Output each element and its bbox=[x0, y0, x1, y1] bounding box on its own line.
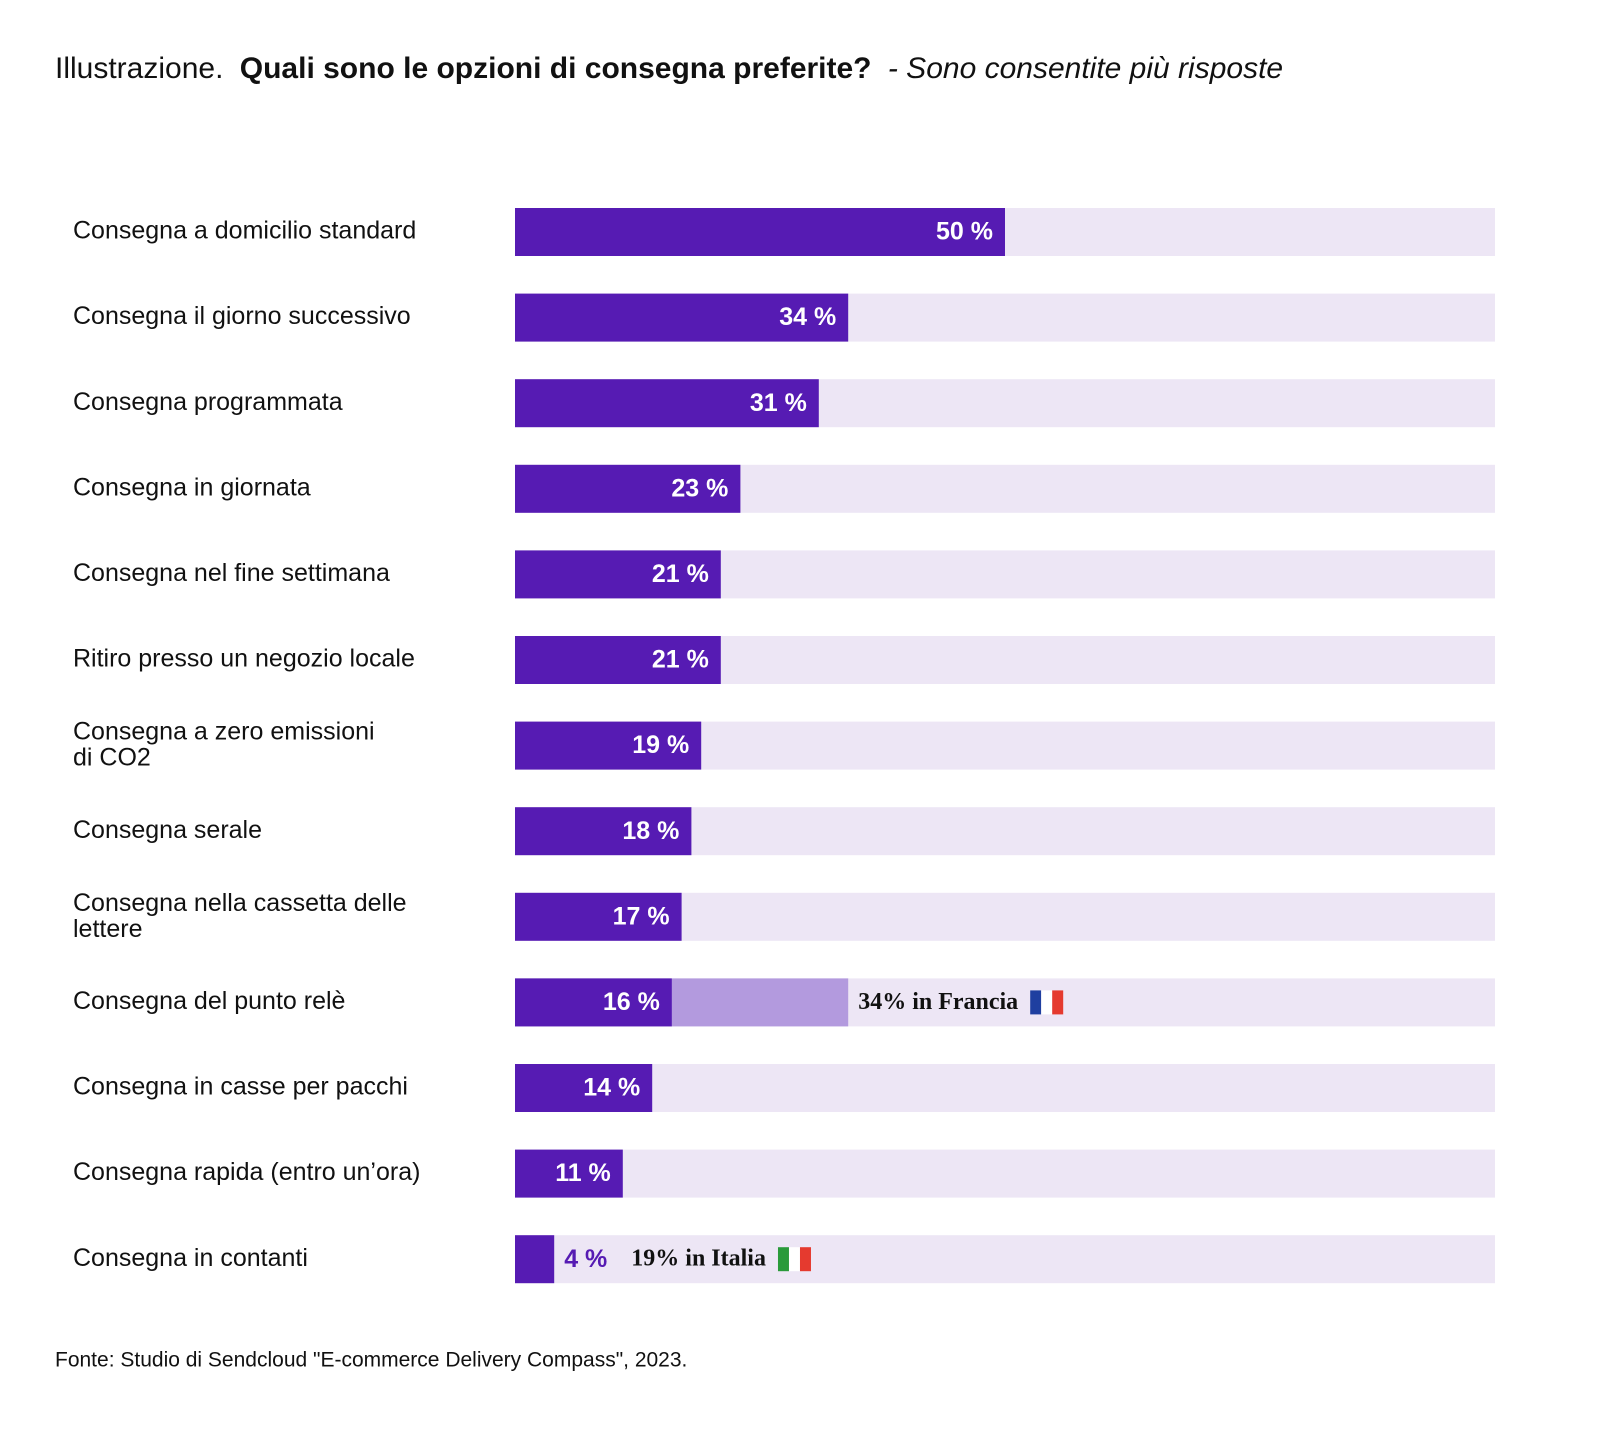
chart-title: Quali sono le opzioni di consegna prefer… bbox=[240, 52, 872, 85]
value-label: 21 % bbox=[652, 560, 709, 588]
comparison-label: 19% in Italia bbox=[631, 1246, 766, 1272]
category-label: Consegna serale bbox=[73, 816, 262, 844]
bar bbox=[515, 1064, 653, 1112]
bar bbox=[515, 293, 849, 342]
bar bbox=[515, 807, 692, 856]
value-label: 31 % bbox=[750, 389, 807, 417]
value-label: 4 % bbox=[564, 1245, 607, 1273]
category-label: Consegna in contanti bbox=[73, 1244, 308, 1272]
value-label: 17 % bbox=[613, 902, 670, 930]
category-label: Consegna nel fine settimana bbox=[73, 559, 390, 587]
bar bbox=[515, 721, 702, 770]
flag-stripe bbox=[788, 1247, 800, 1272]
category-label: Consegna in giornata bbox=[73, 473, 311, 501]
value-label: 19 % bbox=[632, 731, 689, 759]
flag-stripe bbox=[799, 1247, 811, 1272]
bar bbox=[515, 550, 721, 599]
flag-stripe bbox=[1030, 990, 1042, 1015]
value-label: 50 % bbox=[936, 218, 993, 246]
value-label: 23 % bbox=[671, 474, 728, 502]
track bbox=[515, 1064, 1495, 1112]
chart-heading: Illustrazione. Quali sono le opzioni di … bbox=[55, 52, 1283, 85]
bar bbox=[515, 978, 672, 1027]
category-label: Consegna programmata bbox=[73, 388, 343, 416]
chart-subtitle: - Sono consentite più risposte bbox=[888, 52, 1283, 85]
value-label: 34 % bbox=[779, 303, 836, 331]
flag-stripe bbox=[1052, 990, 1064, 1015]
flag-stripe bbox=[777, 1247, 789, 1272]
title-prefix: Illustrazione. bbox=[55, 52, 223, 85]
bar bbox=[515, 1149, 623, 1198]
category-label: Consegna del punto relè bbox=[73, 987, 345, 1015]
category-label: Consegna in casse per pacchi bbox=[73, 1073, 408, 1101]
category-label: Consegna a domicilio standard bbox=[73, 217, 416, 245]
value-label: 21 % bbox=[652, 646, 709, 674]
value-label: 18 % bbox=[622, 817, 679, 845]
category-label: Consegna il giorno successivo bbox=[73, 302, 411, 330]
track bbox=[515, 1235, 1495, 1284]
flag-stripe bbox=[1041, 990, 1053, 1015]
category-label: Consegna nella cassetta delle lettere bbox=[73, 888, 407, 942]
value-label: 16 % bbox=[603, 988, 660, 1016]
value-label: 14 % bbox=[583, 1074, 640, 1102]
bar bbox=[515, 379, 819, 428]
track bbox=[515, 1149, 1495, 1198]
category-label: Ritiro presso un negozio locale bbox=[73, 645, 415, 673]
bar bbox=[515, 464, 741, 513]
comparison-label: 34% in Francia bbox=[858, 989, 1018, 1015]
category-label: Consegna rapida (entro un’ora) bbox=[73, 1158, 420, 1186]
bar bbox=[515, 636, 721, 684]
bar bbox=[515, 1235, 555, 1284]
bar bbox=[515, 208, 1005, 256]
source: Fonte: Studio di Sendcloud "E-commerce D… bbox=[55, 1349, 687, 1372]
bar bbox=[515, 892, 682, 941]
category-label: Consegna a zero emissioni di CO2 bbox=[73, 717, 375, 771]
value-label: 11 % bbox=[555, 1159, 611, 1187]
